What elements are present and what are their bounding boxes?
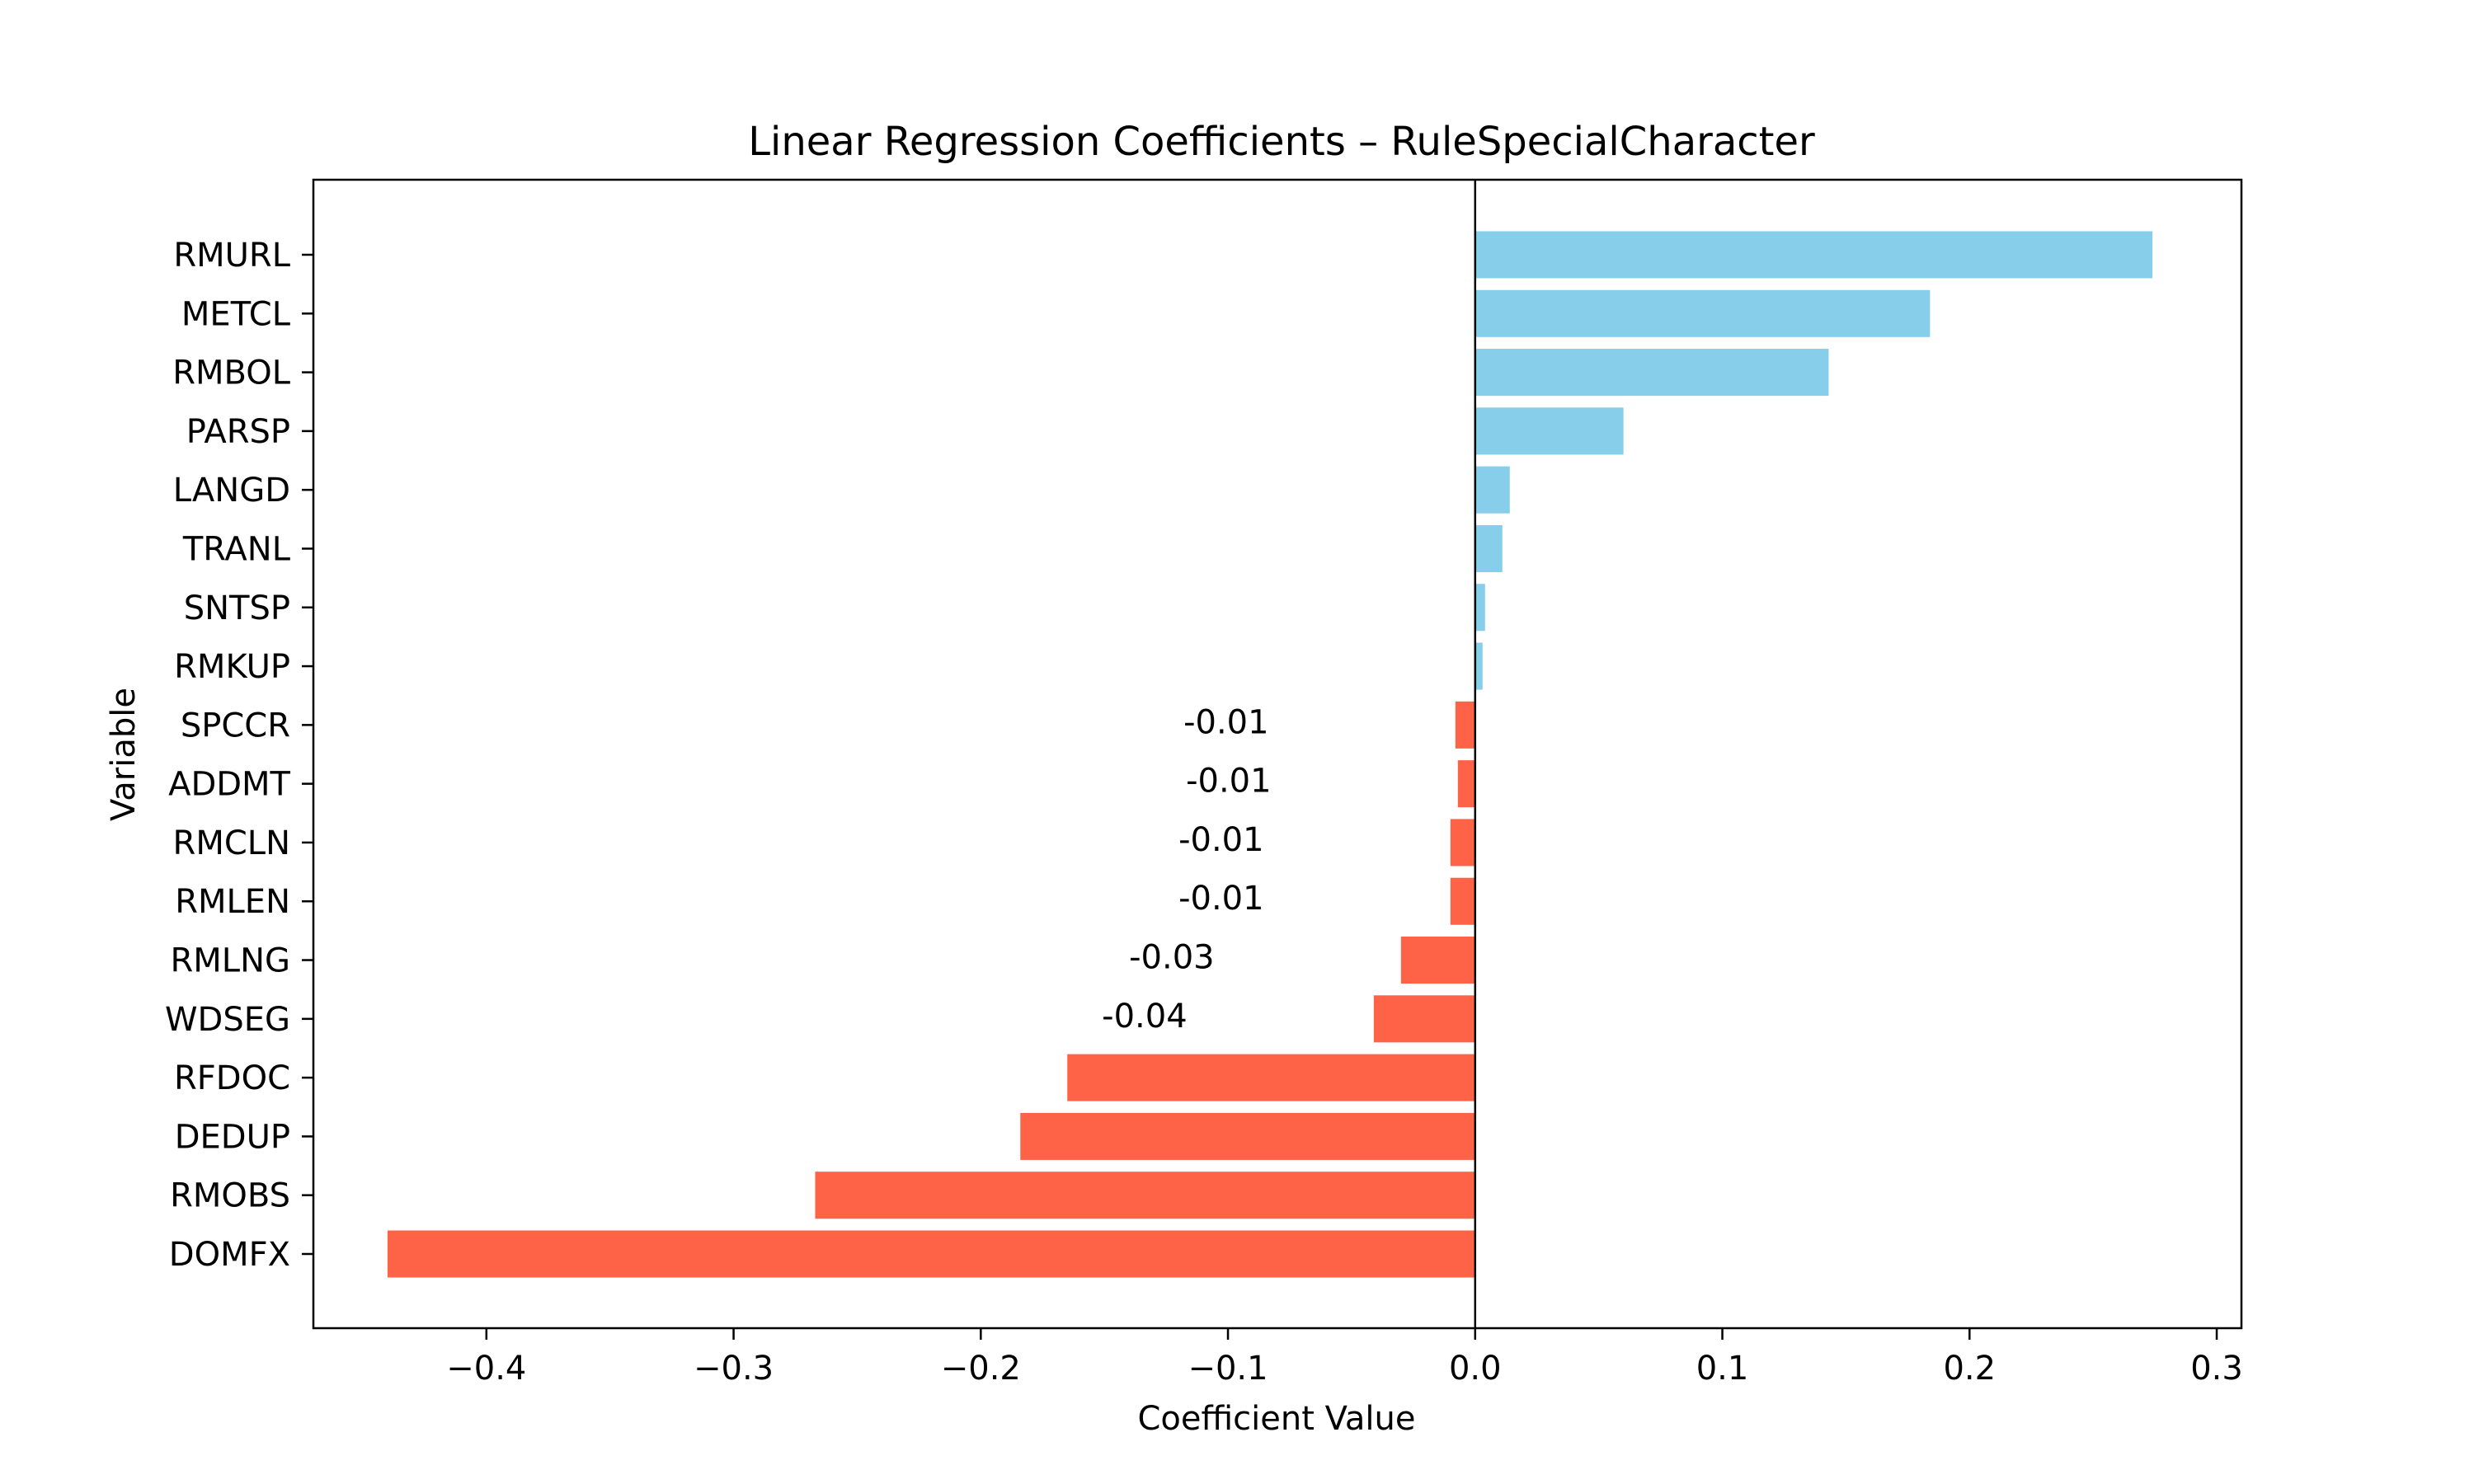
bar-rmkup xyxy=(1475,642,1483,690)
data-label: -0.04 xyxy=(1102,998,1188,1036)
x-axis-label: Coefficient Value xyxy=(1138,1400,1416,1438)
y-axis-ticks: RMURL METCL RMBOL PARSP LANGD TRANL SNTSP RMKUP… xyxy=(165,237,313,1274)
y-tick-label: LANGD xyxy=(173,472,290,510)
y-axis-label: Variable xyxy=(105,688,143,821)
y-tick-label: ADDMT xyxy=(168,766,290,804)
y-tick-label: RMLNG xyxy=(170,942,290,980)
y-tick-label: RMBOL xyxy=(172,355,291,392)
bar-rmlng xyxy=(1400,937,1475,984)
bar-addmt xyxy=(1457,760,1475,808)
x-tick-label: 0.0 xyxy=(1449,1350,1502,1388)
bar-rfdoc xyxy=(1067,1054,1475,1101)
y-tick-label: DOMFX xyxy=(169,1236,290,1274)
bar-dedup xyxy=(1020,1112,1475,1160)
bar-rmlen xyxy=(1450,877,1475,925)
y-tick-label: RMLEN xyxy=(175,883,290,921)
data-label: -0.01 xyxy=(1183,703,1269,741)
bars-group xyxy=(387,231,2153,1278)
y-tick-label: PARSP xyxy=(186,413,290,451)
chart-title: Linear Regression Coefficients – RuleSpe… xyxy=(748,119,1815,165)
y-tick-label: RFDOC xyxy=(174,1059,290,1097)
bar-rmbol xyxy=(1475,349,1829,397)
x-tick-label: 0.3 xyxy=(2190,1350,2243,1388)
data-label: -0.01 xyxy=(1178,821,1264,859)
data-label: -0.03 xyxy=(1129,939,1215,977)
bar-domfx xyxy=(387,1230,1475,1278)
bar-metcl xyxy=(1475,289,1931,337)
x-tick-label: 0.2 xyxy=(1943,1350,1996,1388)
y-tick-label: RMCLN xyxy=(173,824,290,862)
bar-langd xyxy=(1475,466,1510,514)
bar-rmobs xyxy=(815,1172,1475,1219)
bar-spccr xyxy=(1455,701,1475,749)
data-labels-group: -0.01 -0.01 -0.01 -0.01 -0.03 -0.04 xyxy=(1102,703,1271,1035)
bar-tranl xyxy=(1475,524,1503,572)
x-tick-label: −0.2 xyxy=(941,1350,1021,1388)
y-tick-label: SPCCR xyxy=(181,707,290,744)
data-label: -0.01 xyxy=(1178,880,1264,918)
y-tick-label: WDSEG xyxy=(165,1001,290,1039)
bar-wdseg xyxy=(1373,995,1475,1043)
x-axis-ticks: −0.4 −0.3 −0.2 −0.1 0.0 0.1 0.2 0.3 xyxy=(446,1328,2243,1388)
y-tick-label: RMKUP xyxy=(174,648,290,686)
bar-rmcln xyxy=(1450,819,1475,866)
x-tick-label: 0.1 xyxy=(1696,1350,1749,1388)
bar-rmurl xyxy=(1475,231,2153,279)
plot-frame xyxy=(312,178,2243,1330)
x-tick-label: −0.4 xyxy=(446,1350,526,1388)
data-label: -0.01 xyxy=(1186,763,1272,801)
x-tick-label: −0.3 xyxy=(694,1350,774,1388)
y-tick-label: RMURL xyxy=(173,237,290,275)
bar-parsp xyxy=(1475,407,1624,455)
y-tick-label: METCL xyxy=(181,295,291,333)
y-tick-label: DEDUP xyxy=(175,1118,290,1156)
bar-sntsp xyxy=(1475,584,1485,632)
y-tick-label: SNTSP xyxy=(184,589,290,627)
y-tick-label: RMOBS xyxy=(170,1177,290,1215)
x-tick-label: −0.1 xyxy=(1188,1350,1268,1388)
y-tick-label: TRANL xyxy=(182,530,291,568)
